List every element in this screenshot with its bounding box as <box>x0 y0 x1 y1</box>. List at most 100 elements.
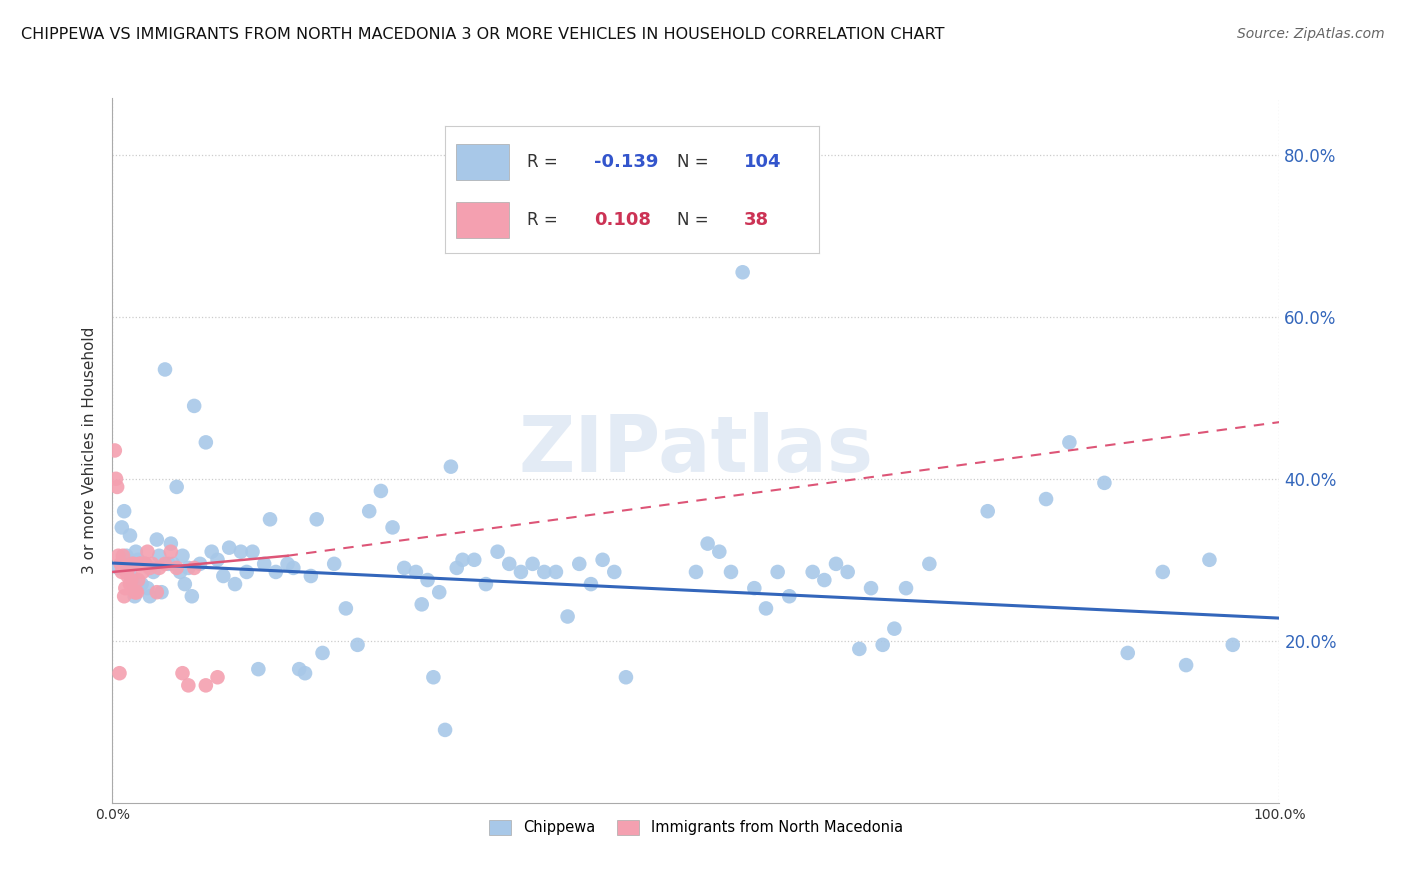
Point <box>115 549 138 563</box>
Point <box>422 670 444 684</box>
Point <box>778 589 800 603</box>
Point <box>1059 435 1081 450</box>
Point <box>872 638 894 652</box>
Point <box>1035 491 1057 506</box>
Point <box>557 609 579 624</box>
Point <box>276 557 298 571</box>
Point <box>177 678 200 692</box>
Point <box>744 581 766 595</box>
Point <box>148 549 170 563</box>
Point <box>720 565 742 579</box>
Point <box>118 528 141 542</box>
Point <box>1116 646 1139 660</box>
Point <box>837 565 859 579</box>
Point <box>166 480 188 494</box>
Text: Source: ZipAtlas.com: Source: ZipAtlas.com <box>1237 27 1385 41</box>
Point <box>183 561 205 575</box>
Y-axis label: 3 or more Vehicles in Household: 3 or more Vehicles in Household <box>82 326 97 574</box>
Point <box>131 557 153 571</box>
Point <box>394 561 416 575</box>
Point <box>416 573 439 587</box>
Point <box>614 670 637 684</box>
Point <box>335 601 357 615</box>
Point <box>696 536 718 550</box>
Point <box>169 565 191 579</box>
Point <box>381 520 404 534</box>
Legend: Chippewa, Immigrants from North Macedonia: Chippewa, Immigrants from North Macedoni… <box>484 814 908 841</box>
Point <box>129 557 152 571</box>
Point <box>1175 658 1198 673</box>
Point <box>463 553 485 567</box>
Point <box>121 557 143 571</box>
Point <box>166 561 188 575</box>
Point <box>247 662 270 676</box>
Point <box>709 545 731 559</box>
Point <box>131 577 153 591</box>
Point <box>160 536 183 550</box>
Point <box>603 565 626 579</box>
Point <box>801 565 824 579</box>
Point <box>122 557 145 571</box>
Point <box>533 565 555 579</box>
Point <box>134 557 156 571</box>
Point <box>172 666 194 681</box>
Point <box>120 573 142 587</box>
Point <box>446 561 468 575</box>
Point <box>451 553 474 567</box>
Point <box>311 646 333 660</box>
Point <box>264 565 287 579</box>
Point <box>283 561 305 575</box>
Point <box>229 545 252 559</box>
Point <box>146 533 169 547</box>
Point <box>104 472 127 486</box>
Point <box>105 480 128 494</box>
Point <box>142 565 165 579</box>
Point <box>121 557 143 571</box>
Point <box>766 565 789 579</box>
Point <box>183 399 205 413</box>
Point <box>568 557 591 571</box>
Point <box>118 577 141 591</box>
Point <box>235 565 257 579</box>
Point <box>112 589 135 603</box>
Point <box>132 565 155 579</box>
Point <box>153 557 176 571</box>
Point <box>112 504 135 518</box>
Point <box>288 662 311 676</box>
Point <box>114 581 136 595</box>
Point <box>173 577 195 591</box>
Point <box>128 557 150 571</box>
Point <box>122 577 145 591</box>
Point <box>224 577 246 591</box>
Point <box>440 459 463 474</box>
Point <box>1198 553 1220 567</box>
Point <box>134 557 156 571</box>
Point <box>544 565 567 579</box>
Point <box>172 549 194 563</box>
Point <box>127 553 149 567</box>
Point <box>125 545 148 559</box>
Point <box>1222 638 1244 652</box>
Point <box>148 561 170 575</box>
Point <box>139 589 162 603</box>
Point <box>118 561 141 575</box>
Point <box>125 585 148 599</box>
Point <box>305 512 328 526</box>
Point <box>346 638 368 652</box>
Point <box>259 512 281 526</box>
Point <box>592 553 614 567</box>
Point <box>405 565 427 579</box>
Point <box>124 585 146 599</box>
Point <box>813 573 835 587</box>
Point <box>127 573 149 587</box>
Point <box>731 265 754 279</box>
Point <box>110 557 132 571</box>
Point <box>509 565 531 579</box>
Point <box>486 545 509 559</box>
Point <box>894 581 917 595</box>
Point <box>207 670 229 684</box>
Point <box>522 557 544 571</box>
Text: CHIPPEWA VS IMMIGRANTS FROM NORTH MACEDONIA 3 OR MORE VEHICLES IN HOUSEHOLD CORR: CHIPPEWA VS IMMIGRANTS FROM NORTH MACEDO… <box>21 27 945 42</box>
Point <box>498 557 520 571</box>
Point <box>162 557 184 571</box>
